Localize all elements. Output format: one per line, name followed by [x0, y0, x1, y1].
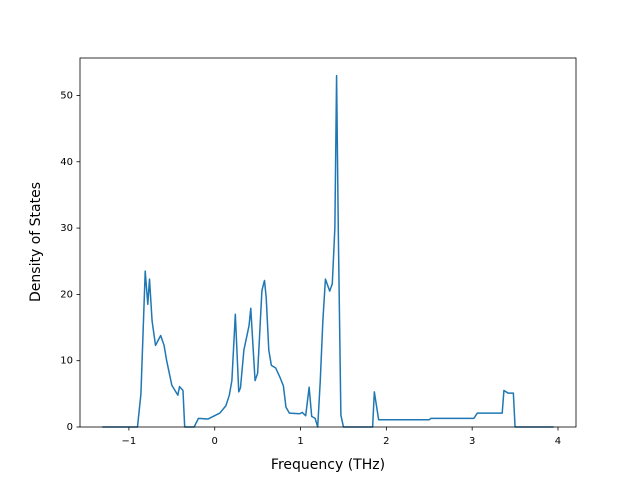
x-tick-label: 1 — [297, 436, 303, 447]
data-line — [102, 74, 554, 428]
x-tick-label: 2 — [383, 436, 389, 447]
y-tick-label: 0 — [67, 422, 73, 433]
y-tick-label: 10 — [60, 356, 73, 367]
x-axis-label: Frequency (THz) — [271, 457, 385, 473]
y-tick-label: 30 — [60, 223, 73, 234]
x-tick-label: −1 — [122, 436, 137, 447]
x-tick-label: 4 — [555, 436, 561, 447]
y-tick-label: 50 — [60, 90, 73, 101]
axes-frame — [79, 57, 577, 428]
x-tick-label: 0 — [212, 436, 218, 447]
y-tick-label: 20 — [60, 289, 73, 300]
y-axis-label: Density of States — [28, 182, 44, 302]
x-tick-label: 3 — [469, 436, 475, 447]
y-tick-label: 40 — [60, 157, 73, 168]
